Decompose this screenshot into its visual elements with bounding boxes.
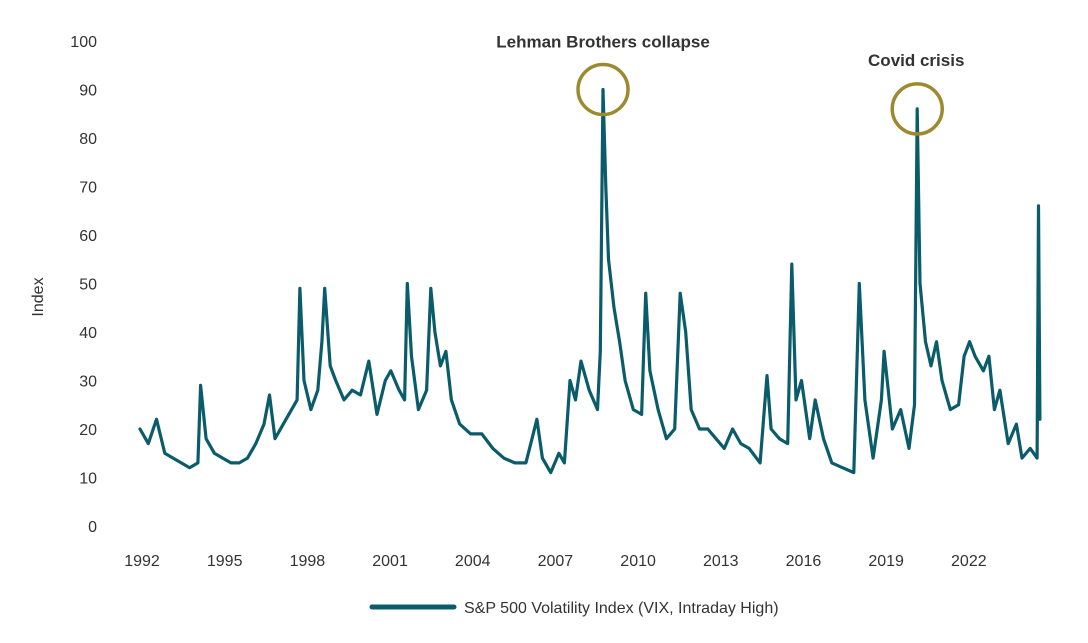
y-tick-label: 60 [79, 228, 97, 245]
y-tick-label: 30 [79, 374, 97, 391]
x-axis-ticks: 1992 1995 1998 2001 2004 2007 2010 2013 2016 2019… [124, 553, 987, 570]
x-tick-label: 2010 [620, 553, 656, 570]
legend-label-vix: S&P 500 Volatility Index (VIX, Intraday … [464, 600, 779, 617]
y-tick-label: 90 [79, 83, 97, 100]
y-axis-ticks: 0 10 20 30 40 50 60 70 80 90 100 [70, 34, 97, 536]
annotation-circle [576, 62, 630, 117]
annotation-label: Covid crisis [868, 51, 964, 70]
x-tick-label: 2022 [951, 553, 987, 570]
y-tick-label: 70 [79, 180, 97, 197]
legend: S&P 500 Volatility Index (VIX, Intraday … [369, 600, 779, 617]
x-tick-label: 2019 [868, 553, 904, 570]
x-tick-label: 2007 [538, 553, 574, 570]
x-tick-label: 2016 [786, 553, 822, 570]
y-tick-label: 20 [79, 422, 97, 439]
annotation-layer: Lehman Brothers collapse Covid crisis [496, 33, 964, 136]
annotation-label: Lehman Brothers collapse [496, 33, 710, 52]
series-line-vix [138, 87, 1042, 475]
y-tick-label: 50 [79, 277, 97, 294]
y-tick-label: 40 [79, 325, 97, 342]
x-tick-label: 1995 [207, 553, 243, 570]
series-layer [138, 87, 1042, 475]
x-tick-label: 1998 [290, 553, 326, 570]
x-tick-label: 2001 [372, 553, 408, 570]
annotation-circle [890, 82, 944, 136]
x-tick-label: 2013 [703, 553, 739, 570]
y-tick-label: 80 [79, 131, 97, 148]
y-tick-label: 10 [79, 471, 97, 488]
x-tick-label: 2004 [455, 553, 491, 570]
y-tick-label: 0 [88, 519, 97, 536]
y-axis-label: Index [30, 277, 47, 316]
x-tick-label: 1992 [124, 553, 160, 570]
y-tick-label: 100 [70, 34, 97, 51]
